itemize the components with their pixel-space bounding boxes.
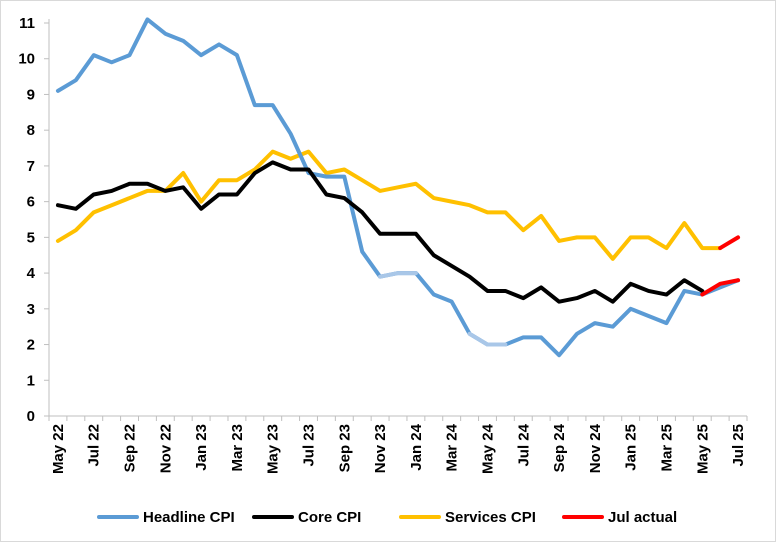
series-layer xyxy=(55,17,741,358)
x-tick-label: Jul 24 xyxy=(515,423,532,466)
x-tick-label: Mar 25 xyxy=(658,424,675,472)
legend-label-core-cpi: Core CPI xyxy=(298,509,361,526)
x-tick-label: Jan 23 xyxy=(193,424,210,471)
x-tick-label: Jul 23 xyxy=(301,424,318,467)
x-tick-label: Nov 22 xyxy=(157,424,174,473)
y-tick-label: 2 xyxy=(27,337,35,354)
y-axis: 0 1 2 3 4 5 6 7 8 9 10 11 xyxy=(18,15,50,425)
y-tick-label: 11 xyxy=(19,15,35,32)
legend-label-jul-actual: Jul actual xyxy=(608,509,677,526)
x-tick-label: Mar 23 xyxy=(229,424,246,472)
headline-cpi-light-segment xyxy=(467,331,508,347)
x-tick-label: Sep 22 xyxy=(122,424,139,472)
y-tick-label: 1 xyxy=(27,372,35,389)
x-tick-label: May 25 xyxy=(694,424,711,474)
services-cpi-line xyxy=(55,149,723,261)
x-tick-label: Nov 23 xyxy=(372,424,389,473)
x-tick-label: Jan 25 xyxy=(623,424,640,471)
y-tick-label: 10 xyxy=(18,51,35,68)
x-tick-label: Sep 23 xyxy=(336,424,353,472)
y-tick-label: 4 xyxy=(27,265,36,282)
legend-label-headline-cpi: Headline CPI xyxy=(143,509,235,526)
y-tick-label: 3 xyxy=(27,301,35,318)
y-tick-label: 5 xyxy=(27,229,35,246)
headline-cpi-light-segment xyxy=(378,271,418,279)
legend-label-services-cpi: Services CPI xyxy=(445,509,536,526)
jul-actual-line xyxy=(718,235,741,251)
x-axis: May 22 Jul 22 Sep 22 Nov 22 Jan 23 Mar 23 May … xyxy=(48,415,748,474)
x-tick-label: Jul 25 xyxy=(730,424,747,467)
x-tick-label: Jan 24 xyxy=(408,423,425,470)
legend: Headline CPI Core CPI Services CPI Jul actu… xyxy=(97,509,677,526)
y-tick-label: 6 xyxy=(27,194,35,211)
x-tick-label: Nov 24 xyxy=(587,423,604,473)
core-cpi-line xyxy=(55,160,705,304)
x-tick-label: Mar 24 xyxy=(444,423,461,471)
x-tick-label: May 24 xyxy=(479,423,496,474)
jul-actual-line xyxy=(700,278,741,297)
x-tick-label: May 23 xyxy=(265,424,282,474)
y-tick-label: 0 xyxy=(27,408,35,425)
y-tick-label: 9 xyxy=(27,86,35,103)
x-tick-label: Sep 24 xyxy=(551,423,568,472)
x-tick-label: May 22 xyxy=(50,424,67,474)
y-tick-label: 7 xyxy=(27,158,35,175)
y-tick-label: 8 xyxy=(27,122,35,139)
x-tick-label: Jul 22 xyxy=(86,424,103,467)
